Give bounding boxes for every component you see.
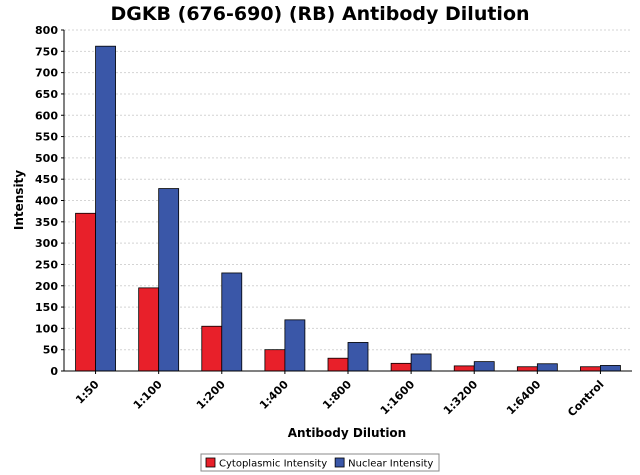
y-tick-label: 750 xyxy=(35,45,58,58)
bar-nuclear xyxy=(600,365,621,372)
legend: Cytoplasmic Intensity Nuclear Intensity xyxy=(200,453,440,472)
y-tick-label: 600 xyxy=(35,109,58,122)
bar-cytoplasmic xyxy=(580,366,601,372)
bar-nuclear xyxy=(473,361,495,372)
x-tick-label: Control xyxy=(565,378,606,419)
bar-cytoplasmic xyxy=(453,365,475,372)
legend-swatch xyxy=(205,457,216,468)
y-tick-labels: 0 50 100 150 200 250 300 350 400 450 500 550 600 650 7… xyxy=(35,24,64,378)
x-tick-label: 1:3200 xyxy=(441,378,481,418)
y-tick-label: 550 xyxy=(35,131,58,144)
x-tick-label: 1:800 xyxy=(320,378,354,412)
bar-cytoplasmic xyxy=(138,287,160,372)
x-tick-label: 1:50 xyxy=(73,378,102,407)
y-tick-label: 150 xyxy=(35,301,58,314)
y-tick-label: 50 xyxy=(43,344,59,357)
y-tick-label: 100 xyxy=(35,322,58,335)
bar-cytoplasmic xyxy=(516,366,538,372)
bar-cytoplasmic xyxy=(264,349,286,372)
x-tick-label: 1:400 xyxy=(257,378,291,412)
chart-title: DGKB (676-690) (RB) Antibody Dilution xyxy=(110,3,529,25)
y-tick-label: 350 xyxy=(35,216,58,229)
y-tick-label: 250 xyxy=(35,258,58,271)
x-tick-label: 1:1600 xyxy=(378,378,418,418)
legend-swatch xyxy=(334,457,345,468)
bar-cytoplasmic xyxy=(327,357,349,372)
x-tick-label: 1:100 xyxy=(131,378,165,412)
x-axis-label: Antibody Dilution xyxy=(288,426,406,440)
grid-lines xyxy=(64,29,632,351)
legend-label: Cytoplasmic Intensity xyxy=(219,459,327,470)
bars xyxy=(75,45,621,372)
bar-cytoplasmic xyxy=(75,212,96,372)
y-tick-label: 700 xyxy=(35,67,58,80)
bar-nuclear xyxy=(221,272,243,372)
bar-nuclear xyxy=(284,319,306,372)
y-tick-label: 500 xyxy=(35,152,58,165)
x-tick-label: 1:6400 xyxy=(504,378,544,418)
y-tick-label: 650 xyxy=(35,88,58,101)
y-tick-label: 400 xyxy=(35,195,58,208)
legend-box xyxy=(200,453,440,472)
y-tick-label: 800 xyxy=(35,24,58,37)
legend-label: Nuclear Intensity xyxy=(348,459,433,470)
bar-nuclear xyxy=(95,45,116,372)
x-tick-labels: 1:50 1:100 1:200 1:400 1:800 1:1600 1:3200 1:64… xyxy=(73,371,607,419)
bar-nuclear xyxy=(536,363,558,372)
bar-cytoplasmic xyxy=(201,325,223,372)
y-tick-label: 300 xyxy=(35,237,58,250)
x-tick-label: 1:200 xyxy=(194,378,228,412)
bar-nuclear xyxy=(347,342,369,372)
bar-nuclear xyxy=(158,188,180,372)
bar-nuclear xyxy=(410,353,432,372)
y-axis-label: Intensity xyxy=(12,170,26,230)
bar-cytoplasmic xyxy=(390,362,412,372)
y-tick-label: 200 xyxy=(35,280,58,293)
y-tick-label: 0 xyxy=(50,365,58,378)
y-tick-label: 450 xyxy=(35,173,58,186)
